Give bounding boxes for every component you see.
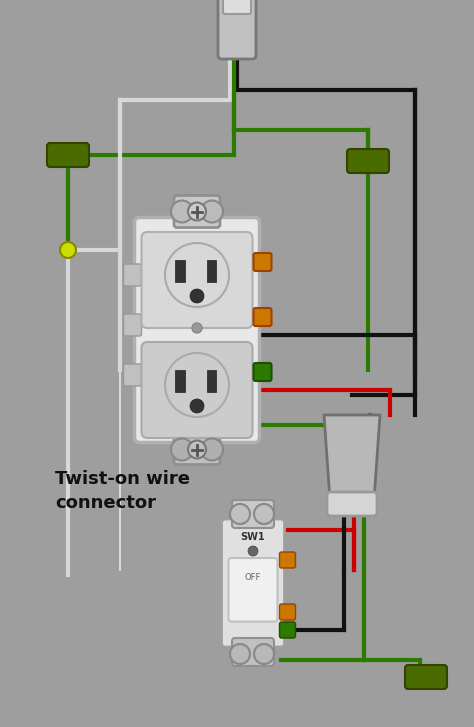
Circle shape <box>60 242 76 258</box>
FancyBboxPatch shape <box>228 558 277 622</box>
Polygon shape <box>324 415 380 500</box>
Text: SW1: SW1 <box>241 532 265 542</box>
Circle shape <box>192 323 202 333</box>
Circle shape <box>254 644 274 664</box>
FancyBboxPatch shape <box>223 0 251 14</box>
Circle shape <box>190 399 204 413</box>
Circle shape <box>230 644 250 664</box>
FancyBboxPatch shape <box>174 196 220 228</box>
Circle shape <box>171 201 193 222</box>
FancyBboxPatch shape <box>280 552 295 568</box>
Circle shape <box>254 504 274 524</box>
FancyBboxPatch shape <box>254 308 272 326</box>
Text: Twist-on wire
connector: Twist-on wire connector <box>55 470 190 512</box>
FancyBboxPatch shape <box>232 638 274 666</box>
FancyBboxPatch shape <box>327 492 377 516</box>
Circle shape <box>188 203 206 220</box>
Circle shape <box>230 504 250 524</box>
FancyBboxPatch shape <box>124 314 142 336</box>
FancyBboxPatch shape <box>405 665 447 689</box>
FancyBboxPatch shape <box>174 433 220 465</box>
FancyBboxPatch shape <box>280 604 295 620</box>
Circle shape <box>248 546 258 556</box>
FancyBboxPatch shape <box>254 253 272 271</box>
Circle shape <box>190 289 204 303</box>
Text: OFF: OFF <box>245 574 261 582</box>
Circle shape <box>188 441 206 459</box>
Circle shape <box>201 438 223 460</box>
FancyBboxPatch shape <box>221 519 284 647</box>
FancyBboxPatch shape <box>254 363 272 381</box>
FancyBboxPatch shape <box>124 264 142 286</box>
FancyBboxPatch shape <box>47 143 89 167</box>
FancyBboxPatch shape <box>347 149 389 173</box>
Bar <box>175 370 185 392</box>
FancyBboxPatch shape <box>280 622 295 638</box>
FancyBboxPatch shape <box>135 217 259 443</box>
FancyBboxPatch shape <box>218 0 256 59</box>
FancyBboxPatch shape <box>142 342 253 438</box>
Bar <box>175 260 185 282</box>
Circle shape <box>171 438 193 460</box>
Bar <box>207 370 216 392</box>
FancyBboxPatch shape <box>142 232 253 328</box>
FancyBboxPatch shape <box>232 500 274 528</box>
Circle shape <box>201 201 223 222</box>
Bar <box>207 260 216 282</box>
FancyBboxPatch shape <box>124 364 142 386</box>
